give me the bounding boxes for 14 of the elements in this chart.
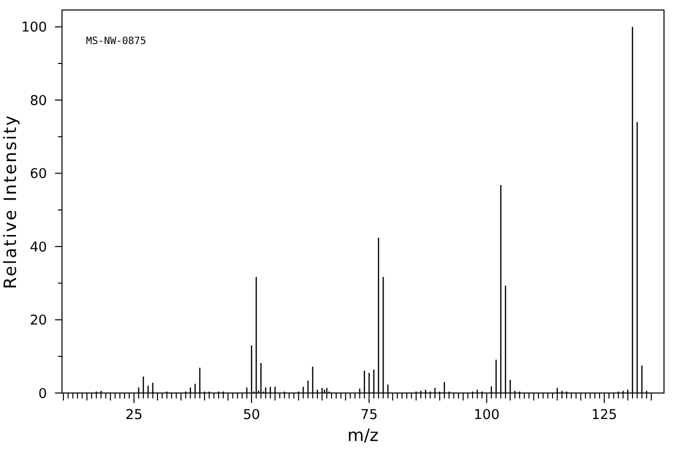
x-tick-label: 25	[125, 407, 143, 423]
y-tick-label: 0	[38, 386, 47, 402]
x-tick-label: 125	[591, 407, 618, 423]
y-axis-title: Relative Intensity	[1, 114, 21, 289]
y-tick-label: 100	[21, 20, 47, 36]
x-tick-label: 50	[242, 407, 260, 423]
annotation: MS-NW-0875	[86, 36, 146, 47]
y-tick-label: 80	[30, 92, 47, 109]
y-tick-label: 60	[30, 166, 47, 182]
x-tick-label: 100	[474, 407, 500, 423]
y-tick-label: 40	[30, 239, 47, 256]
y-tick-label: 20	[30, 312, 47, 329]
x-axis-title: m/z	[347, 426, 379, 446]
x-tick-label: 75	[360, 407, 378, 423]
